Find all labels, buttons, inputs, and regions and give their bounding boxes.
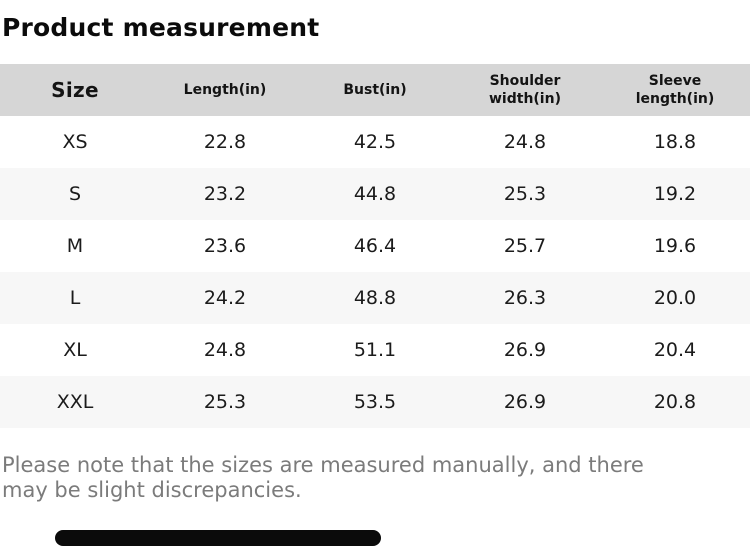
length-cell: 22.8 [203,131,247,153]
measurement-disclaimer-note: Please note that the sizes are measured … [2,453,750,503]
table-row-xl: XL 24.8 51.1 26.9 20.4 [0,324,750,376]
page-title: Product measurement [2,13,320,42]
sleeve-cell: 20.8 [653,391,697,413]
length-cell: 24.2 [203,287,247,309]
table-row-s: S 23.2 44.8 25.3 19.2 [0,168,750,220]
header-size: Size [51,78,99,102]
header-sleeve-length: Sleeve length(in) [635,73,715,107]
table-row-l: L 24.2 48.8 26.3 20.0 [0,272,750,324]
size-measurement-table: Size Length(in) Bust(in) Shoulder width(… [0,64,750,428]
bust-cell: 46.4 [353,235,397,257]
bust-cell: 42.5 [353,131,397,153]
length-cell: 23.2 [203,183,247,205]
length-cell: 25.3 [203,391,247,413]
table-row-xxl: XXL 25.3 53.5 26.9 20.8 [0,376,750,428]
shoulder-cell: 25.3 [503,183,547,205]
note-line-1: Please note that the sizes are measured … [2,453,644,477]
table-row-xs: XS 22.8 42.5 24.8 18.8 [0,116,750,168]
shoulder-cell: 25.7 [503,235,547,257]
shoulder-cell: 26.3 [503,287,547,309]
sleeve-cell: 19.6 [653,235,697,257]
size-cell: M [66,235,84,257]
size-chart-page: Product measurement Size Length(in) Bust… [0,13,750,546]
size-cell: XL [63,339,87,361]
size-cell: S [68,183,82,205]
bust-cell: 51.1 [353,339,397,361]
size-cell: XS [62,131,88,153]
header-bust: Bust(in) [343,82,407,98]
sleeve-cell: 20.0 [653,287,697,309]
sleeve-cell: 20.4 [653,339,697,361]
bust-cell: 48.8 [353,287,397,309]
size-cell: XXL [56,391,94,413]
sleeve-cell: 18.8 [653,131,697,153]
size-cell: L [69,287,81,309]
bust-cell: 53.5 [353,391,397,413]
shoulder-cell: 26.9 [503,339,547,361]
table-header-row: Size Length(in) Bust(in) Shoulder width(… [0,64,750,116]
header-length: Length(in) [183,82,267,98]
shoulder-cell: 24.8 [503,131,547,153]
table-body: XS 22.8 42.5 24.8 18.8 S 23.2 44.8 25.3 … [0,116,750,428]
table-row-m: M 23.6 46.4 25.7 19.6 [0,220,750,272]
note-line-2: may be slight discrepancies. [2,478,302,502]
sleeve-cell: 19.2 [653,183,697,205]
header-shoulder-width: Shoulder width(in) [489,73,561,107]
table-head: Size Length(in) Bust(in) Shoulder width(… [0,64,750,116]
length-cell: 23.6 [203,235,247,257]
length-cell: 24.8 [203,339,247,361]
bottom-pill-bar [55,530,381,546]
shoulder-cell: 26.9 [503,391,547,413]
bust-cell: 44.8 [353,183,397,205]
